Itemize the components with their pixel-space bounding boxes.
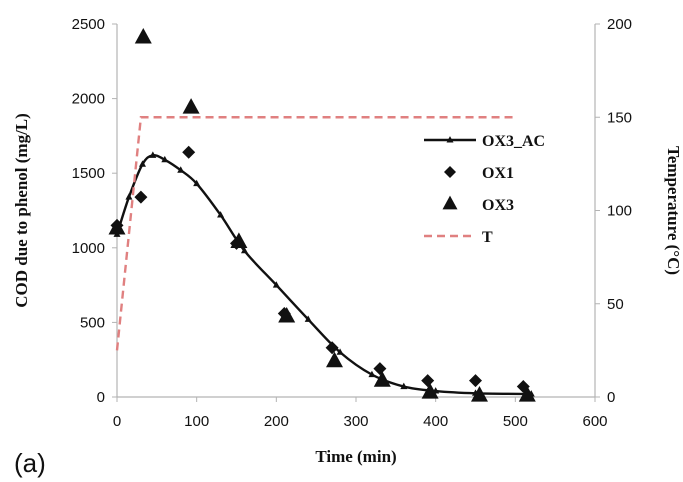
ox1-point — [421, 374, 435, 388]
ox3-point — [470, 386, 488, 402]
ox3-ac-point — [368, 370, 376, 378]
legend-label: OX1 — [482, 165, 514, 182]
x-tick-label: 100 — [184, 413, 209, 430]
x-tick-label: 200 — [264, 413, 289, 430]
ox3-ac-point — [217, 211, 225, 218]
series-layer — [108, 27, 536, 402]
ox3-point — [421, 383, 439, 399]
plot-area — [116, 24, 596, 398]
legend: OX3_AC OX1 OX3 T — [424, 133, 545, 246]
ox3-point — [278, 306, 296, 323]
ox3-ac-point — [125, 193, 133, 200]
ox3-ac-point — [161, 155, 169, 163]
series-ox3 — [108, 27, 536, 402]
right-tick-label: 0 — [607, 389, 615, 406]
ox3-ac-point — [177, 166, 185, 173]
ox3-ac-point — [149, 151, 157, 158]
series-ox3-ac — [113, 151, 535, 397]
legend-entry-t: T — [424, 229, 493, 246]
y-axis-title: COD due to phenol (mg/L) — [12, 113, 31, 308]
ox3-ac-point — [304, 315, 312, 322]
ox3-ac-point — [400, 382, 408, 390]
ox1-point — [134, 190, 148, 204]
legend-label: T — [482, 229, 493, 246]
legend-entry-ox1: OX1 — [444, 165, 514, 182]
right-tick-label: 50 — [607, 296, 624, 313]
y-tick-label: 1000 — [72, 240, 105, 257]
ox3-point — [325, 351, 343, 368]
axis-ticks: 0 100 200 300 400 500 600050010001500200025000… — [72, 16, 632, 430]
legend-marker — [442, 195, 458, 210]
ox3-ac-curve — [115, 153, 532, 396]
right-tick-label: 100 — [607, 203, 632, 220]
series-t — [115, 116, 516, 351]
y-tick-label: 2500 — [72, 16, 105, 33]
ox3-ac-point — [138, 160, 146, 167]
ox3-point — [108, 218, 126, 235]
y-tick-label: 500 — [80, 314, 105, 331]
ox1-point — [373, 362, 387, 376]
x-tick-label: 400 — [423, 413, 448, 430]
ox1-point — [469, 374, 482, 388]
temperature-line — [115, 116, 516, 351]
x-tick-label: 300 — [343, 413, 368, 430]
ox3-point — [182, 98, 200, 114]
legend-marker — [444, 166, 456, 178]
ox3-point — [134, 27, 152, 44]
ox1-point — [182, 145, 196, 159]
right-tick-label: 200 — [607, 16, 632, 33]
legend-marker — [446, 136, 454, 143]
y-tick-label: 1500 — [72, 165, 105, 182]
right-axis-title: Temperature (°C) — [664, 146, 683, 275]
legend-entry-ox3: OX3 — [442, 195, 514, 214]
legend-entry-ox3-ac: OX3_AC — [424, 133, 545, 150]
ox3-point — [230, 232, 248, 248]
y-tick-label: 0 — [97, 389, 105, 406]
ox3-ac-point — [336, 348, 344, 355]
x-axis-title: Time (min) — [315, 447, 396, 466]
ox3-point — [518, 386, 536, 402]
ox3-ac-point — [193, 179, 201, 187]
legend-label: OX3 — [482, 197, 514, 214]
legend-label: OX3_AC — [482, 133, 545, 150]
y-tick-label: 2000 — [72, 91, 105, 108]
ox1-point — [325, 341, 339, 355]
ox3-ac-point — [272, 281, 280, 288]
panel-label: (a) — [14, 448, 46, 478]
x-tick-label: 0 — [113, 413, 121, 430]
right-tick-label: 150 — [607, 109, 632, 126]
x-tick-label: 600 — [582, 413, 607, 430]
ox3-ac-point — [240, 246, 248, 254]
ox3-point — [373, 371, 391, 387]
series-ox1 — [110, 145, 530, 394]
x-tick-label: 500 — [503, 413, 528, 430]
